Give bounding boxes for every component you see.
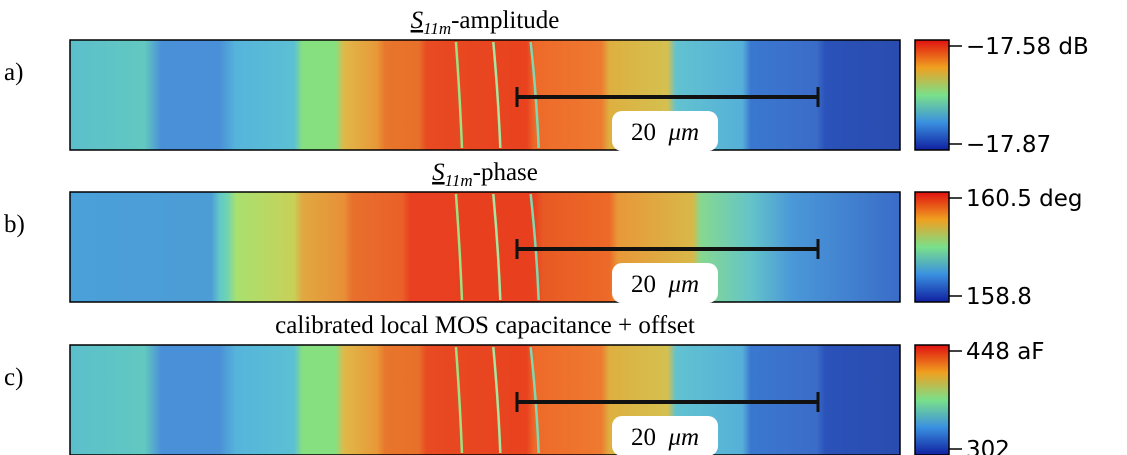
panel-label: a) — [4, 59, 23, 86]
panel-title: S11m-amplitude — [411, 7, 560, 38]
title-suffix: -amplitude — [451, 7, 559, 34]
colorbar-label: 160.5 deg — [966, 186, 1083, 212]
scale-label-box — [612, 263, 718, 303]
title-text: calibrated local MOS capacitance + offse… — [275, 312, 695, 339]
panel-title: S11m-phase — [432, 159, 538, 190]
stripe-line — [454, 193, 464, 301]
colorbar-label: −17.58 dB — [966, 34, 1089, 60]
panel-label: b) — [4, 211, 25, 238]
scale-unit: μm — [667, 119, 699, 146]
panel-title: calibrated local MOS capacitance + offse… — [275, 312, 695, 339]
scale-label-box — [612, 111, 718, 151]
stripe-line — [492, 346, 502, 454]
title-symbol: S — [432, 159, 445, 186]
title-symbol: S — [411, 7, 424, 34]
scale-label: 20 μm — [631, 271, 699, 298]
scale-label: 20 μm — [631, 119, 699, 146]
title-suffix: -phase — [473, 159, 538, 186]
colorbar-label: 302 — [966, 437, 1010, 455]
colorbar — [914, 344, 950, 455]
scale-number: 20 — [631, 271, 656, 298]
colorbar — [914, 191, 950, 303]
title-subscript: 11m — [445, 171, 473, 190]
colorbar-label: 158.8 — [966, 284, 1032, 310]
stripe-line — [492, 193, 502, 301]
stripe-line — [454, 41, 464, 149]
scale-label-box — [612, 416, 718, 455]
title-subscript: 11m — [423, 19, 451, 38]
panel-label: c) — [4, 364, 23, 391]
scale-number: 20 — [631, 424, 656, 451]
scale-number: 20 — [631, 119, 656, 146]
stripe-line — [454, 346, 464, 454]
scale-unit: μm — [667, 271, 699, 298]
colorbar-label: 448 aF — [966, 339, 1045, 365]
stripe-line — [492, 41, 502, 149]
scale-unit: μm — [667, 424, 699, 451]
scale-label: 20 μm — [631, 424, 699, 451]
colorbar — [914, 39, 950, 151]
colorbar-label: −17.87 — [966, 132, 1051, 158]
